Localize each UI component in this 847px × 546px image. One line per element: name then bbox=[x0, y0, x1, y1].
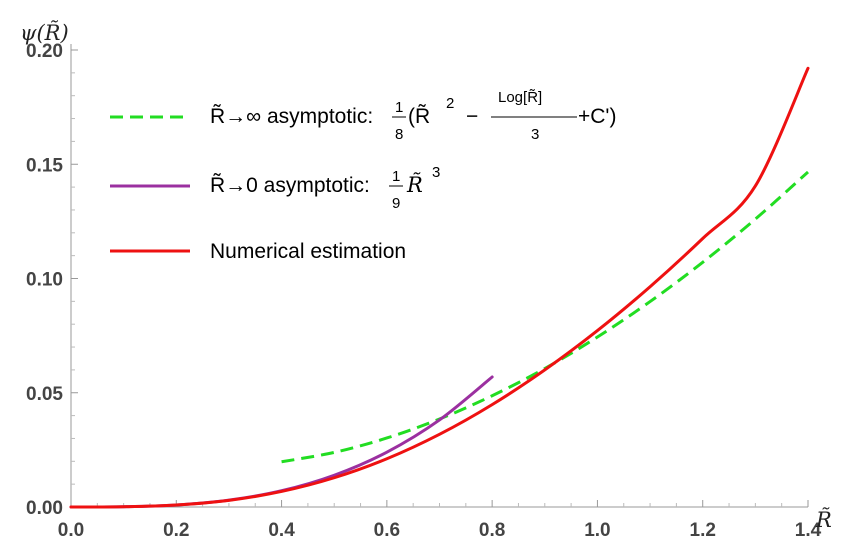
legend-inf-minus: − bbox=[466, 105, 478, 128]
x-tick-label: 0.4 bbox=[268, 520, 295, 541]
legend-inf-lhs: R̃→∞ asymptotic: bbox=[210, 105, 373, 128]
legend-inf-num: 1 bbox=[395, 99, 403, 116]
x-tick-label: 0.2 bbox=[163, 520, 189, 541]
y-tick-label: 0.05 bbox=[26, 384, 63, 405]
legend: R̃→∞ asymptotic: 1 8 (R̃ 2 − Log[R̃] 3 +… bbox=[110, 89, 616, 263]
legend-zero-var: R̃ bbox=[406, 173, 423, 197]
x-tick-label: 1.0 bbox=[584, 520, 610, 541]
series-zero-asymptotic bbox=[69, 375, 494, 509]
y-tick-label: 0.00 bbox=[26, 498, 63, 519]
y-tick-label: 0.10 bbox=[26, 270, 63, 291]
series-numerical bbox=[69, 66, 810, 509]
legend-inf-log: Log[R̃] bbox=[498, 89, 542, 106]
legend-inf-open: (R̃ bbox=[408, 105, 430, 128]
legend-zero-lhs: R̃→0 asymptotic: bbox=[210, 174, 370, 197]
legend-inf-den: 8 bbox=[395, 126, 403, 143]
x-tick-label: 1.4 bbox=[795, 520, 822, 541]
legend-zero-num: 1 bbox=[392, 168, 400, 185]
x-tick-label: 0.0 bbox=[58, 520, 84, 541]
x-tick-label: 0.8 bbox=[479, 520, 505, 541]
x-tick-label: 1.2 bbox=[690, 520, 716, 541]
legend-inf-rest: +C') bbox=[578, 105, 616, 128]
y-axis-title: ψ(R̃) bbox=[20, 21, 69, 45]
axes: 0.0 0.2 0.4 0.6 0.8 1.0 1.2 1.4 0.00 0.05 0.10 0.15… bbox=[26, 41, 822, 541]
legend-zero-pow: 3 bbox=[432, 164, 440, 181]
legend-inf-pow: 2 bbox=[446, 95, 454, 112]
x-axis-title: R̃ bbox=[815, 508, 832, 532]
x-tick-label: 0.6 bbox=[374, 520, 400, 541]
y-tick-label: 0.15 bbox=[26, 155, 63, 176]
legend-numerical-label: Numerical estimation bbox=[210, 240, 406, 263]
legend-zero-den: 9 bbox=[392, 195, 400, 212]
y-tick-label: 0.20 bbox=[26, 41, 63, 62]
series-group bbox=[69, 66, 810, 509]
legend-inf-log-den: 3 bbox=[531, 126, 539, 143]
